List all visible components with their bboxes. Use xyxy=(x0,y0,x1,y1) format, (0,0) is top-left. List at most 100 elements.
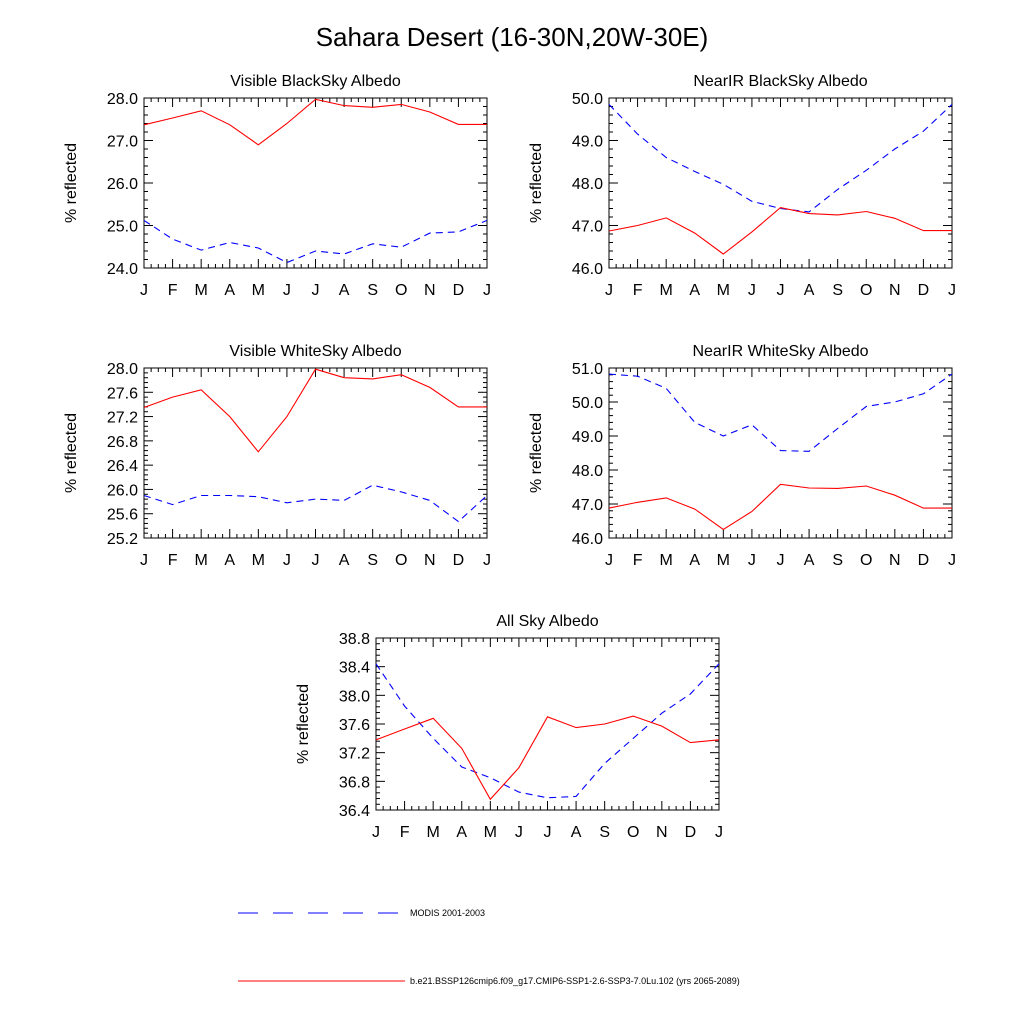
y-tick-label: 38.8 xyxy=(339,631,370,648)
x-tick-label: O xyxy=(395,552,407,569)
y-tick-label: 47.0 xyxy=(572,219,603,236)
y-tick-label: 26.0 xyxy=(107,176,138,193)
x-tick-label: J xyxy=(312,552,320,569)
x-tick-label: J xyxy=(748,552,756,569)
y-tick-label: 25.6 xyxy=(107,507,138,524)
x-tick-label: A xyxy=(224,552,235,569)
x-tick-label: J xyxy=(948,552,956,569)
y-tick-label: 50.0 xyxy=(572,395,603,412)
y-tick-label: 36.8 xyxy=(339,774,370,791)
y-tick-label: 38.0 xyxy=(339,688,370,705)
x-tick-label: J xyxy=(605,282,613,299)
x-tick-label: D xyxy=(918,282,930,299)
y-tick-label: 24.0 xyxy=(107,261,138,278)
panel-title: NearIR BlackSky Albedo xyxy=(693,73,867,90)
x-tick-label: J xyxy=(372,824,380,841)
series-line-modis xyxy=(143,219,488,264)
x-tick-label: F xyxy=(400,824,410,841)
x-tick-label: A xyxy=(804,552,815,569)
x-tick-label: S xyxy=(367,282,378,299)
x-tick-label: S xyxy=(832,282,843,299)
y-tick-label: 38.4 xyxy=(339,660,370,677)
x-tick-label: J xyxy=(312,282,320,299)
x-tick-label: J xyxy=(715,824,723,841)
x-tick-label: N xyxy=(424,552,436,569)
y-tick-label: 36.4 xyxy=(339,803,370,820)
x-tick-label: M xyxy=(717,552,730,569)
y-tick-label: 51.0 xyxy=(572,361,603,378)
x-tick-label: M xyxy=(252,282,265,299)
panel-title: All Sky Albedo xyxy=(496,613,598,630)
x-tick-label: F xyxy=(168,552,178,569)
x-tick-label: A xyxy=(224,282,235,299)
y-tick-label: 37.6 xyxy=(339,717,370,734)
x-tick-label: M xyxy=(427,824,440,841)
x-tick-label: A xyxy=(339,282,350,299)
x-tick-label: F xyxy=(633,552,643,569)
x-tick-label: A xyxy=(456,824,467,841)
x-tick-label: D xyxy=(453,282,465,299)
x-tick-label: J xyxy=(483,552,491,569)
panel-title: Visible WhiteSky Albedo xyxy=(229,343,401,360)
y-tick-label: 37.2 xyxy=(339,746,370,763)
series-line-modis xyxy=(143,484,488,523)
plot-frame xyxy=(375,637,720,811)
x-tick-label: N xyxy=(889,282,901,299)
plot-frame xyxy=(143,367,488,539)
y-axis-label: % reflected xyxy=(528,143,545,223)
series-line-model xyxy=(608,483,952,531)
x-tick-label: A xyxy=(339,552,350,569)
x-tick-label: F xyxy=(633,282,643,299)
series-line-modis xyxy=(608,103,953,213)
y-axis-label: % reflected xyxy=(63,413,80,493)
x-tick-label: D xyxy=(685,824,697,841)
y-tick-label: 26.4 xyxy=(107,458,138,475)
x-tick-label: S xyxy=(599,824,610,841)
y-tick-label: 25.2 xyxy=(107,531,138,548)
x-tick-label: J xyxy=(748,282,756,299)
y-axis-label: % reflected xyxy=(295,684,312,764)
x-tick-label: J xyxy=(283,552,291,569)
y-tick-label: 27.2 xyxy=(107,410,138,427)
x-tick-label: O xyxy=(395,282,407,299)
x-tick-label: J xyxy=(283,282,291,299)
series-line-modis xyxy=(608,373,953,452)
y-tick-label: 46.0 xyxy=(572,261,603,278)
x-tick-label: J xyxy=(605,552,613,569)
series-line-model xyxy=(143,98,487,146)
x-tick-label: M xyxy=(660,282,673,299)
plot-frame xyxy=(143,97,488,269)
y-tick-label: 49.0 xyxy=(572,134,603,151)
x-tick-label: M xyxy=(252,552,265,569)
legend-label-2: b.e21.BSSP126cmip6.f09_g17.CMIP6-SSP1-2.… xyxy=(410,976,740,986)
x-tick-label: D xyxy=(918,552,930,569)
series-line-model xyxy=(375,715,720,801)
x-tick-label: N xyxy=(656,824,668,841)
y-tick-label: 46.0 xyxy=(572,531,603,548)
y-tick-label: 26.8 xyxy=(107,434,138,451)
x-tick-label: M xyxy=(717,282,730,299)
x-tick-label: J xyxy=(777,552,785,569)
legend-label-1: MODIS 2001-2003 xyxy=(410,908,485,918)
series-line-model xyxy=(608,207,952,255)
y-tick-label: 47.0 xyxy=(572,497,603,514)
x-tick-label: N xyxy=(889,552,901,569)
y-tick-label: 27.0 xyxy=(107,134,138,151)
y-tick-label: 25.0 xyxy=(107,219,138,236)
y-tick-label: 26.0 xyxy=(107,482,138,499)
x-tick-label: S xyxy=(367,552,378,569)
y-tick-label: 27.6 xyxy=(107,385,138,402)
y-tick-label: 28.0 xyxy=(107,91,138,108)
x-tick-label: D xyxy=(453,552,465,569)
plot-frame xyxy=(608,367,953,539)
panel-title: NearIR WhiteSky Albedo xyxy=(692,343,868,360)
plot-frame xyxy=(608,97,953,269)
y-tick-label: 48.0 xyxy=(572,463,603,480)
x-tick-label: J xyxy=(948,282,956,299)
